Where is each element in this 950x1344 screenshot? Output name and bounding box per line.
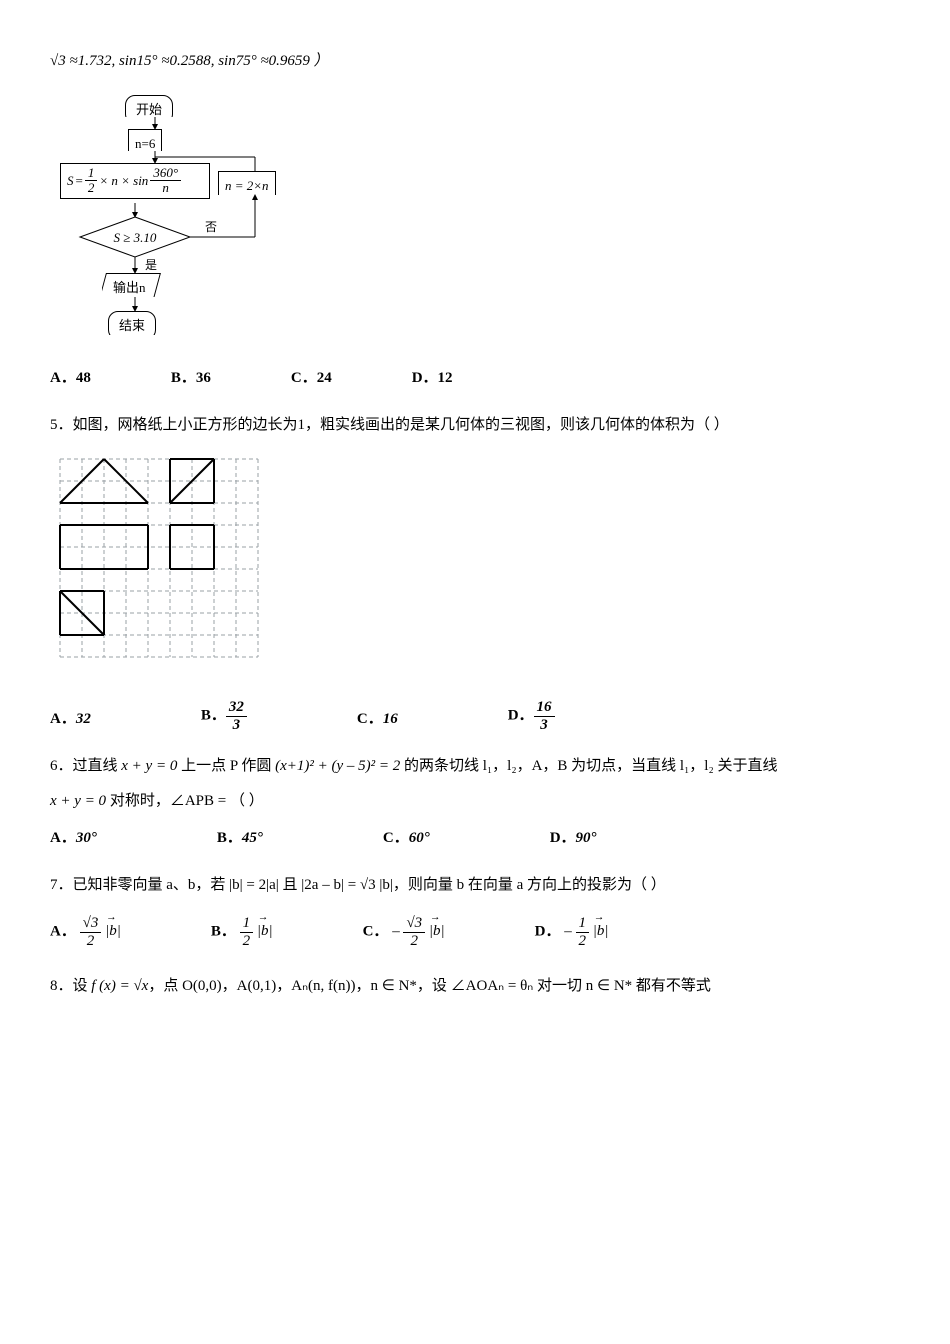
opt-d: D．12	[412, 365, 453, 392]
reference-values: √3 ≈1.732, sin15° ≈0.2588, sin75° ≈0.965…	[50, 48, 900, 75]
q6-a: A．30°	[50, 825, 97, 852]
q5-d: D．163	[508, 699, 555, 733]
q6-options: A．30° B．45° C．60° D．90°	[50, 825, 900, 852]
flow-start: 开始	[125, 95, 173, 117]
flow-output: 输出n	[102, 273, 160, 297]
q7-c: C． – √32 |b|	[363, 915, 445, 949]
q6-line1: 6．过直线 x + y = 0 上一点 P 作圆 (x+1)² + (y – 5…	[50, 753, 900, 780]
opt-c: C．24	[291, 365, 332, 392]
s-mid: × n × sin	[99, 169, 148, 192]
q7-a: A． √32 |b|	[50, 915, 121, 949]
q6-line2: x + y = 0 对称时，∠APB = （ ）	[50, 788, 900, 815]
q4-options: A．48 B．36 C．24 D．12	[50, 365, 900, 392]
q5-options: A．32 B．323 C．16 D．163	[50, 699, 900, 733]
q6-d: D．90°	[550, 825, 597, 852]
flow-n2n: n = 2×n	[218, 171, 276, 195]
flow-end: 结束	[108, 311, 156, 335]
q5-a: A．32	[50, 706, 91, 733]
opt-b: B．36	[171, 365, 211, 392]
opt-a: A．48	[50, 365, 91, 392]
q7-b: B． 12 |b|	[211, 915, 273, 949]
flowchart-svg: 开始 n=6 S = 12 × n × sin 360°n n = 2×n S …	[50, 95, 310, 345]
s-lhs: S	[67, 169, 74, 192]
q7-stem: 7．已知非零向量 a、b，若 |b| = 2|a| 且 |2a – b| = √…	[50, 872, 900, 899]
q6-c: C．60°	[383, 825, 430, 852]
flowchart: 开始 n=6 S = 12 × n × sin 360°n n = 2×n S …	[50, 95, 900, 355]
grid-svg	[50, 449, 280, 679]
flow-no: 否	[205, 220, 217, 234]
q5-b: B．323	[201, 699, 247, 733]
q5-stem: 5．如图，网格纸上小正方形的边长为1，粗实线画出的是某几何体的三视图，则该几何体…	[50, 412, 900, 439]
q5-c: C．16	[357, 706, 398, 733]
flow-formula: S = 12 × n × sin 360°n	[60, 163, 210, 199]
q6-b: B．45°	[217, 825, 263, 852]
q7-options: A． √32 |b| B． 12 |b| C． – √32 |b| D． – 1…	[50, 915, 900, 949]
q8-stem: 8．设 f (x) = √x，点 O(0,0)，A(0,1)，Aₙ(n, f(n…	[50, 973, 900, 1000]
flow-yes: 是	[145, 258, 157, 272]
flow-n6: n=6	[128, 129, 162, 151]
q7-d: D． – 12 |b|	[535, 915, 609, 949]
flow-cond: S ≥ 3.10	[114, 230, 157, 245]
s-eq: =	[76, 169, 83, 192]
three-view-figure	[50, 449, 900, 689]
